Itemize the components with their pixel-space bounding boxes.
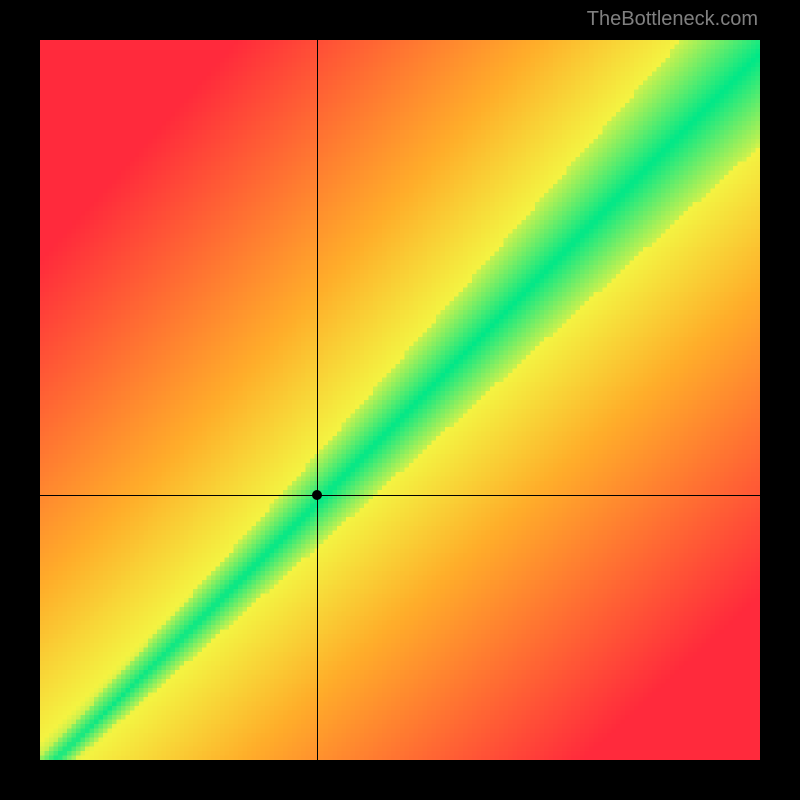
watermark: TheBottleneck.com (587, 8, 758, 31)
crosshair-vertical (317, 40, 318, 760)
heatmap-canvas (40, 40, 760, 760)
crosshair-marker (312, 490, 322, 500)
heatmap-plot (40, 40, 760, 760)
crosshair-horizontal (40, 495, 760, 496)
